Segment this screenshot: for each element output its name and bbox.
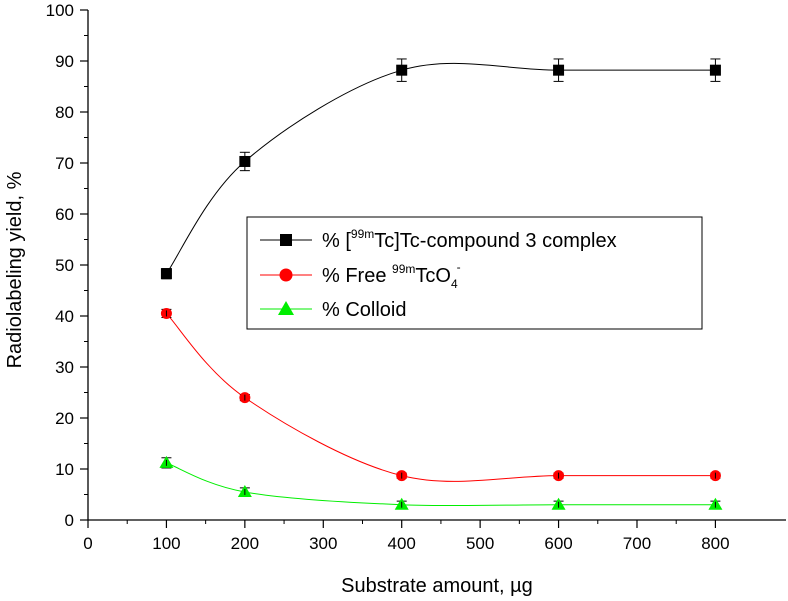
x-tick-label: 500 [466, 534, 494, 553]
y-tick-label: 20 [55, 409, 74, 428]
y-tick-label: 30 [55, 358, 74, 377]
y-tick-label: 90 [55, 52, 74, 71]
y-axis-ticks: 0 10 20 30 40 50 60 70 80 90 100 [46, 1, 88, 530]
series-curve-triangle [166, 462, 716, 507]
legend-label-free: % Free 99mTcO4- [322, 260, 461, 291]
x-tick-label: 700 [623, 534, 651, 553]
x-tick-label: 100 [152, 534, 180, 553]
y-tick-label: 100 [46, 1, 74, 20]
y-tick-label: 40 [55, 307, 74, 326]
y-tick-label: 80 [55, 103, 74, 122]
x-tick-label: 800 [701, 534, 729, 553]
x-axis-title: Substrate amount, µg [341, 575, 533, 597]
x-tick-label: 300 [309, 534, 337, 553]
legend: % [99mTc]Tc-compound 3 complex % Free 99… [246, 216, 703, 330]
y-tick-label: 10 [55, 460, 74, 479]
legend-marker-free [279, 268, 293, 282]
data-markers [159, 64, 723, 510]
x-tick-label: 400 [388, 534, 416, 553]
y-tick-label: 50 [55, 256, 74, 275]
y-tick-label: 60 [55, 205, 74, 224]
legend-label-colloid: % Colloid [322, 299, 406, 321]
x-tick-label: 600 [544, 534, 572, 553]
x-axis-ticks: 0 100 200 300 400 500 600 700 800 [83, 520, 730, 553]
legend-marker-compound [280, 234, 292, 246]
y-tick-label: 70 [55, 154, 74, 173]
legend-box [246, 216, 703, 330]
x-tick-label: 200 [231, 534, 259, 553]
x-tick-label: 0 [83, 534, 92, 553]
legend-marker-colloid [278, 301, 294, 315]
y-tick-label: 0 [65, 511, 74, 530]
legend-label-compound: % [99mTc]Tc-compound 3 complex [322, 227, 617, 252]
y-axis-title: Radiolabeling yield, % [4, 171, 26, 368]
